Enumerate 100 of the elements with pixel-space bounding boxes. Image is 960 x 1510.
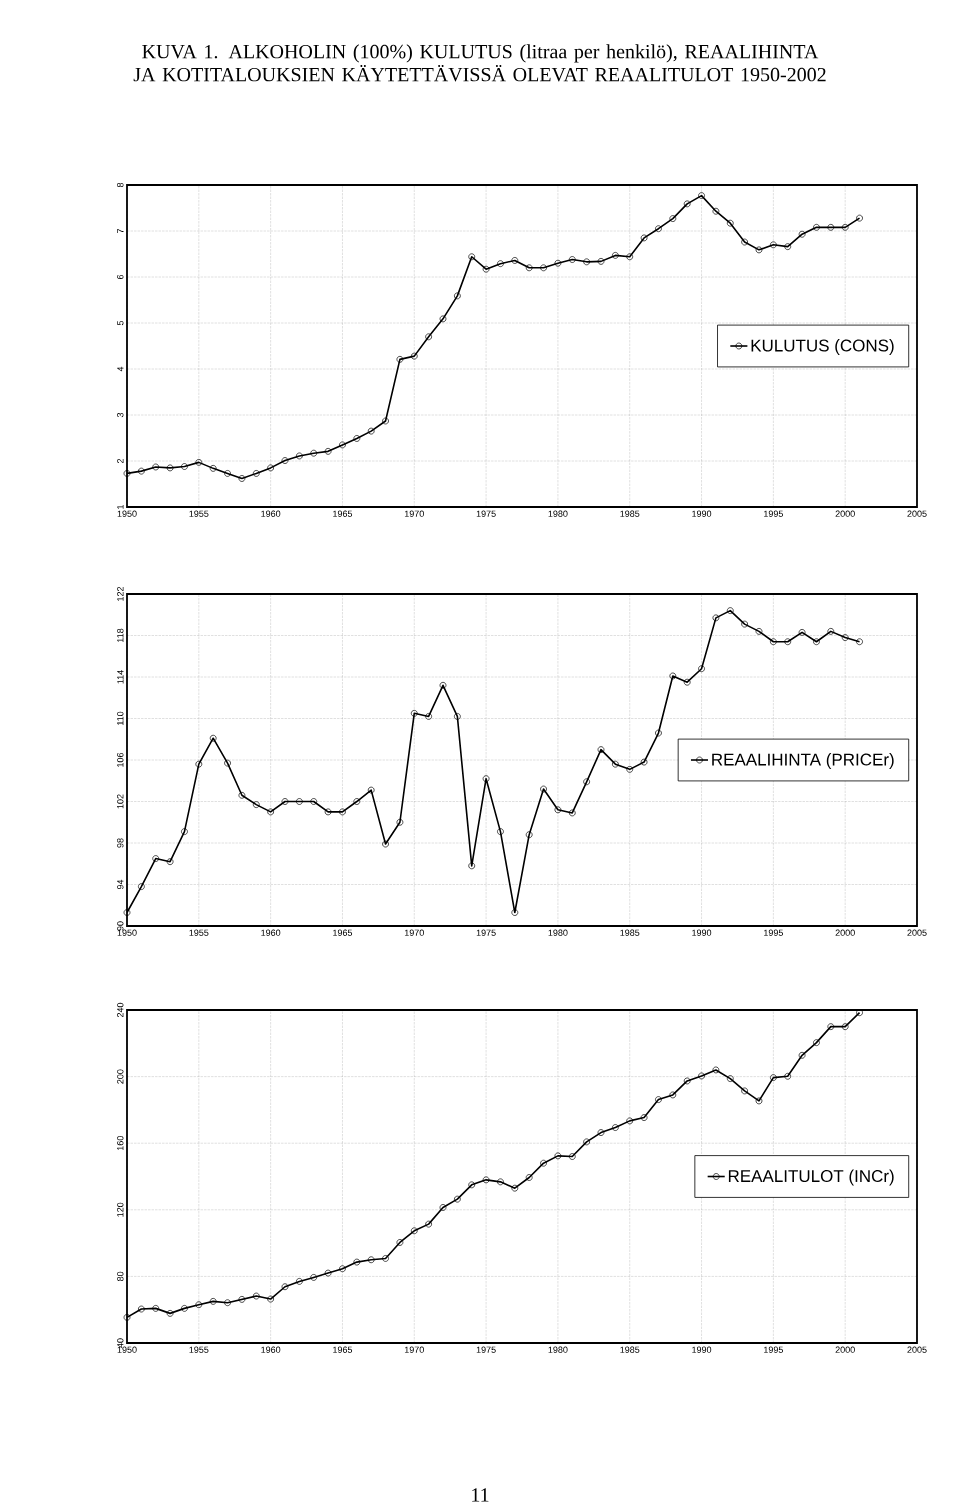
x-tick-label: 1990 — [692, 929, 712, 936]
point — [468, 1181, 476, 1189]
point — [669, 215, 677, 222]
y-tick-label: 240 — [117, 1002, 124, 1018]
x-tick-label: 1985 — [620, 1346, 640, 1353]
point — [770, 638, 777, 646]
point — [712, 614, 720, 622]
y-tick-label: 40 — [117, 1338, 124, 1348]
chart-title: KUVA 1. ALKOHOLIN (100%) KULUTUS (litraa per henkilö), REAALIHINTA JA KOTITALOUKSIEN KÄYTETTÄVISSÄ OLEVAT REAALITULOT 1950-2002 — [133, 44, 826, 82]
point — [583, 258, 590, 266]
x-tick-label: 1975 — [476, 1346, 496, 1353]
point — [195, 760, 203, 768]
point — [439, 1204, 447, 1211]
point — [209, 1298, 217, 1305]
y-tick-label: 120 — [117, 1202, 124, 1217]
point — [597, 746, 605, 753]
point — [784, 1072, 792, 1080]
y-tick-label: 160 — [117, 1136, 124, 1151]
point — [339, 1265, 346, 1273]
point — [353, 435, 361, 442]
point — [166, 464, 174, 472]
x-tick-label: 2000 — [835, 1346, 855, 1353]
point — [310, 449, 318, 457]
point — [238, 475, 246, 482]
point — [353, 1258, 361, 1266]
point — [712, 1066, 720, 1074]
y-tick-label: 90 — [117, 921, 124, 931]
point — [669, 672, 677, 680]
x-tick-label: 1960 — [261, 1346, 281, 1353]
point — [770, 241, 777, 249]
point — [841, 634, 849, 641]
y-tick-label: 94 — [117, 879, 124, 890]
point — [367, 1256, 375, 1264]
point — [324, 808, 332, 816]
x-tick-label: 1970 — [404, 929, 424, 936]
point — [410, 709, 418, 717]
point — [439, 315, 447, 323]
point — [252, 470, 260, 477]
point — [410, 352, 418, 360]
point — [554, 259, 562, 267]
x-tick-label: 1950 — [117, 1346, 137, 1353]
point — [181, 1305, 188, 1312]
x-tick-label: 1980 — [548, 929, 568, 936]
point — [827, 223, 835, 231]
x-tick-label: 2005 — [907, 510, 927, 517]
x-tick-label: 1955 — [189, 510, 209, 517]
point — [640, 234, 648, 242]
point — [640, 758, 648, 766]
point — [468, 862, 476, 870]
point — [410, 1227, 418, 1235]
x-tick-label: 1995 — [764, 1346, 783, 1353]
point — [166, 1310, 174, 1317]
point — [152, 855, 160, 862]
legend-label: REAALITULOT (INCr) — [728, 1169, 894, 1186]
point — [138, 883, 145, 890]
point — [612, 760, 619, 768]
point — [755, 246, 763, 254]
point — [152, 1305, 160, 1312]
point — [683, 200, 691, 208]
y-tick-label: 4 — [117, 366, 124, 372]
point — [683, 1077, 691, 1085]
y-tick-label: 110 — [117, 711, 124, 725]
y-tick-label: 118 — [117, 628, 124, 642]
point — [525, 1174, 533, 1181]
point — [353, 798, 361, 805]
text: 11 — [472, 1488, 489, 1502]
point — [741, 620, 748, 628]
point — [454, 713, 461, 720]
point — [138, 467, 145, 475]
point — [511, 257, 519, 264]
y-tick-label: 106 — [117, 752, 124, 767]
point — [367, 786, 375, 794]
point — [597, 258, 605, 265]
y-tick-label: 3 — [117, 412, 124, 418]
point — [123, 470, 131, 477]
point — [568, 809, 576, 817]
y-tick-label: 122 — [117, 586, 124, 601]
x-tick-label: 1985 — [620, 929, 640, 936]
point — [425, 1220, 432, 1228]
point — [123, 1314, 131, 1321]
point — [252, 1292, 260, 1300]
x-tick-label: 1950 — [117, 510, 137, 517]
point — [152, 463, 160, 471]
x-tick-label: 1960 — [261, 929, 281, 936]
point — [281, 1283, 289, 1291]
x-tick-label: 1975 — [476, 510, 496, 517]
point — [813, 223, 820, 231]
point — [296, 798, 303, 805]
point — [683, 678, 691, 686]
x-tick-label: 1980 — [548, 1346, 568, 1353]
y-tick-label: 7 — [117, 228, 124, 234]
point — [583, 778, 590, 786]
point — [626, 253, 634, 261]
y-tick-label: 200 — [117, 1069, 124, 1084]
point — [770, 1074, 777, 1081]
point — [626, 766, 634, 773]
point — [568, 256, 576, 263]
y-tick-label: 80 — [117, 1271, 124, 1282]
point — [252, 801, 260, 808]
x-tick-label: 1960 — [261, 510, 281, 517]
